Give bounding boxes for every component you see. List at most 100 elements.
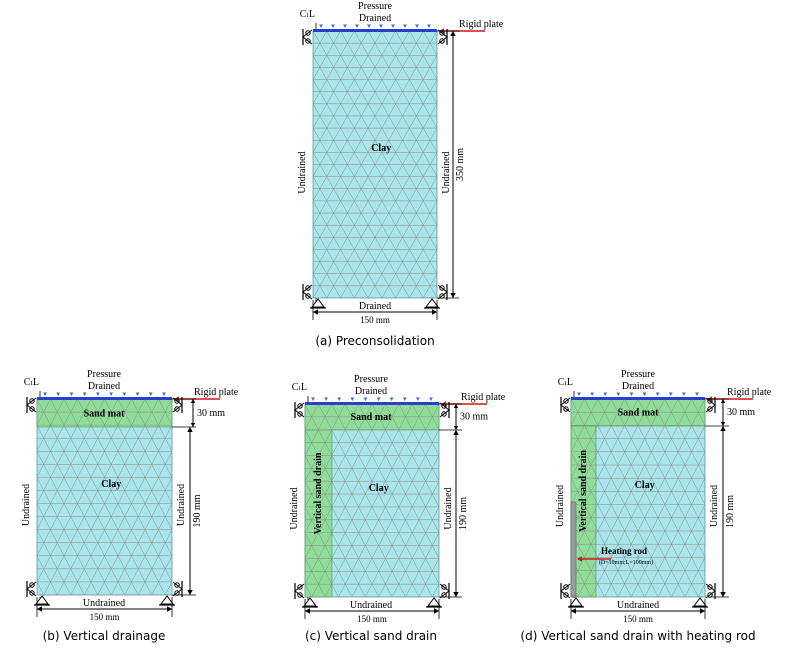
rigid-plate-label: Rigid plate — [461, 392, 506, 403]
sand-mat-dimension: 30 mm — [720, 399, 755, 426]
left-boundary-label: Undrained — [21, 484, 32, 526]
width-dimension-label: 150 mm — [357, 614, 387, 624]
roller-support-icon — [437, 284, 448, 300]
height-dimension: 190 mm — [720, 426, 736, 597]
pin-support-icon — [692, 597, 708, 608]
width-dimension-label: 150 mm — [360, 315, 390, 325]
bottom-boundary-label: Undrained — [617, 600, 659, 611]
roller-support-icon — [26, 581, 37, 597]
panel-caption: (d) Vertical sand drain with heating rod — [520, 629, 755, 643]
loading-plate — [313, 29, 437, 32]
mesh-grid — [305, 404, 439, 597]
mesh-grid — [313, 31, 437, 298]
sand-mat-label: Sand mat — [351, 412, 393, 423]
heating-rod — [570, 501, 577, 598]
roller-support-icon — [294, 402, 305, 418]
width-dimension: 150 mm — [313, 309, 437, 325]
roller-support-icon — [439, 583, 450, 599]
heating-rod-label: Heating rod — [601, 546, 647, 556]
pressure-label: Pressure — [87, 369, 121, 380]
sand-drain-region — [304, 429, 333, 598]
rigid-plate-label: Rigid plate — [194, 387, 239, 398]
clay-label: Clay — [371, 143, 391, 154]
width-dimension-label: 150 mm — [90, 612, 120, 622]
loading-plate — [571, 397, 705, 400]
pin-support-icon — [159, 595, 175, 606]
centerline-label: CₗL — [292, 382, 307, 393]
loading-plate — [37, 397, 172, 400]
width-dimension: 150 mm — [37, 606, 172, 622]
centerline-label: CₗL — [300, 9, 315, 20]
panel-caption: (a) Preconsolidation — [315, 334, 434, 348]
centerline-label: CₗL — [558, 377, 573, 388]
roller-support-icon — [294, 583, 305, 599]
height-dimension: 190 mm — [187, 427, 203, 595]
bottom-boundary-label: Undrained — [350, 600, 392, 611]
pin-support-icon — [424, 298, 440, 309]
roller-support-icon — [705, 397, 716, 413]
pin-support-icon — [568, 597, 584, 608]
right-boundary-label: Undrained — [176, 484, 187, 526]
roller-support-icon — [302, 29, 313, 45]
right-boundary-label: Undrained — [441, 151, 452, 193]
sand-mat-region — [570, 398, 706, 427]
pressure-label: Pressure — [358, 1, 392, 12]
height-dimension-label: 350 mm — [455, 148, 466, 181]
panel-caption: (c) Vertical sand drain — [305, 629, 437, 643]
bottom-boundary-label: Drained — [359, 301, 391, 312]
height-dimension: 350 mm — [450, 31, 466, 298]
mesh-grid — [37, 399, 172, 595]
rigid-plate-label: Rigid plate — [727, 387, 772, 398]
rigid-plate-label: Rigid plate — [459, 19, 504, 30]
roller-support-icon — [560, 397, 571, 413]
height-dimension: 190 mm — [453, 430, 469, 597]
left-boundary-label: Undrained — [555, 485, 566, 527]
sand-mat-dimension-label: 30 mm — [460, 412, 488, 423]
sand-mat-label: Sand mat — [618, 408, 660, 419]
panel-caption: (b) Vertical drainage — [43, 629, 166, 643]
loading-plate — [305, 402, 439, 405]
width-dimension: 150 mm — [305, 608, 439, 624]
sand-mat-dimension-label: 30 mm — [197, 408, 225, 419]
sand-mat-dimension: 30 mm — [453, 404, 488, 430]
top-drained-label: Drained — [622, 381, 654, 392]
width-dimension-label: 150 mm — [623, 614, 653, 624]
top-drained-label: Drained — [355, 386, 387, 397]
pin-support-icon — [302, 597, 318, 608]
pin-support-icon — [426, 597, 442, 608]
height-dimension-label: 190 mm — [725, 495, 736, 528]
height-dimension-label: 190 mm — [458, 497, 469, 530]
clay-label: Clay — [101, 479, 121, 490]
pressure-label: Pressure — [621, 369, 655, 380]
heating-rod-spec: (D=10mm;L=100mm) — [599, 559, 653, 566]
top-drained-label: Drained — [88, 381, 120, 392]
sand-drain-label: Vertical sand drain — [578, 450, 589, 532]
width-dimension: 150 mm — [571, 608, 705, 624]
sand-mat-dimension: 30 mm — [190, 399, 225, 427]
roller-support-icon — [26, 397, 37, 413]
right-boundary-label: Undrained — [709, 485, 720, 527]
top-drained-label: Drained — [359, 13, 391, 24]
sand-mat-dimension-label: 30 mm — [727, 407, 755, 418]
left-boundary-label: Undrained — [289, 487, 300, 529]
pin-support-icon — [34, 595, 50, 606]
sand-drain-label: Vertical sand drain — [313, 452, 324, 534]
mesh-grid — [571, 399, 705, 597]
height-dimension-label: 190 mm — [192, 494, 203, 527]
roller-support-icon — [560, 583, 571, 599]
clay-region — [36, 398, 173, 596]
right-boundary-label: Undrained — [443, 487, 454, 529]
centerline-label: CₗL — [24, 377, 39, 388]
pin-support-icon — [310, 298, 326, 309]
sand-mat-label: Sand mat — [84, 408, 126, 419]
left-boundary-label: Undrained — [297, 151, 308, 193]
bottom-boundary-label: Undrained — [83, 598, 125, 609]
pressure-label: Pressure — [354, 374, 388, 385]
clay-label: Clay — [369, 483, 389, 494]
roller-support-icon — [302, 284, 313, 300]
